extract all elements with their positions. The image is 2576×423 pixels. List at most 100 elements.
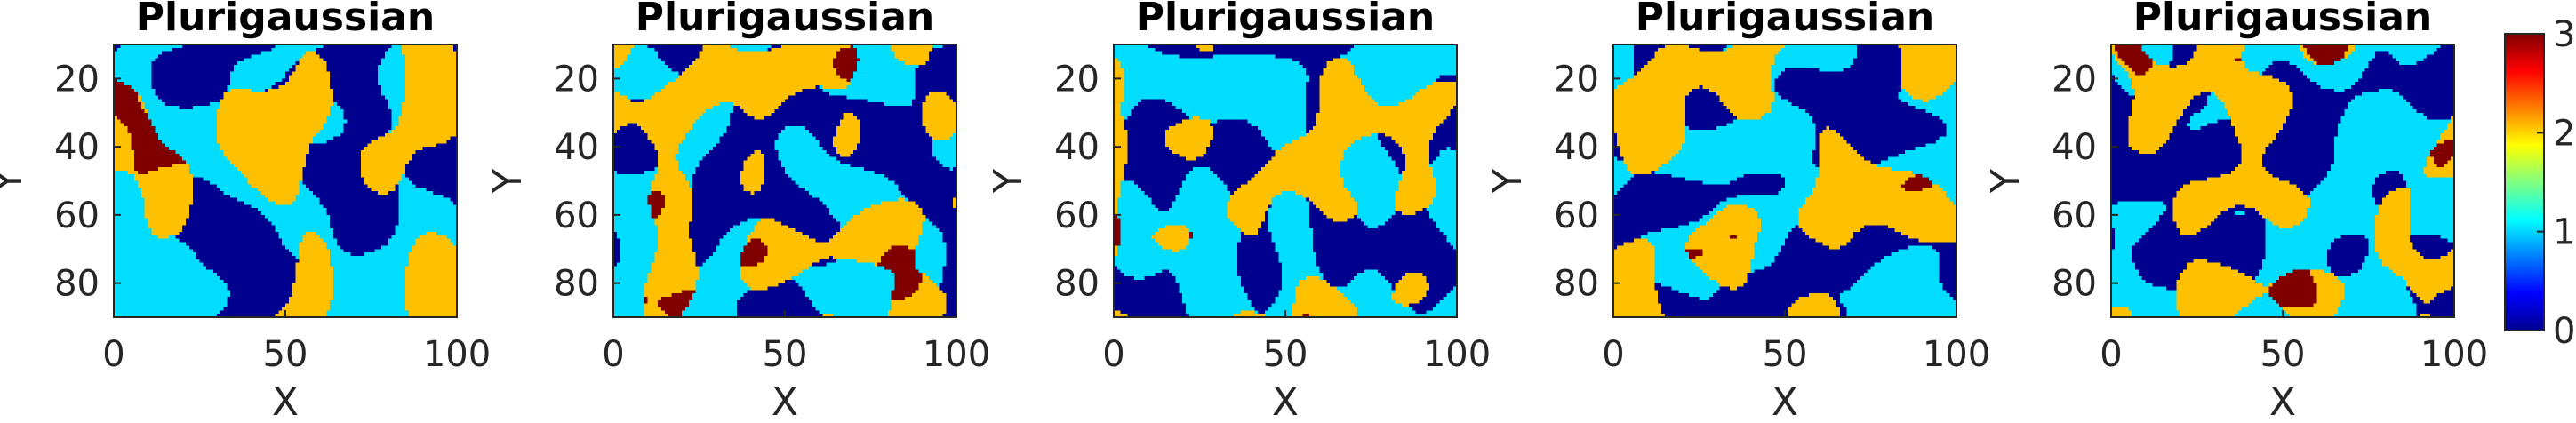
- heatmap-cell: [193, 65, 196, 68]
- heatmap-cell: [364, 58, 368, 61]
- heatmap-cell: [268, 48, 272, 52]
- heatmap-cell: [217, 65, 220, 68]
- heatmap-cell: [278, 65, 282, 68]
- heatmap-cell: [248, 65, 252, 68]
- heatmap-cell: [364, 48, 368, 52]
- heatmap-cell: [241, 58, 244, 61]
- heatmap-cell: [429, 52, 433, 55]
- heatmap-cell: [422, 61, 426, 65]
- heatmap-cell: [357, 58, 361, 61]
- heatmap-cell: [368, 58, 372, 61]
- heatmap-cell: [145, 48, 148, 52]
- heatmap-cell: [196, 58, 200, 61]
- heatmap-cell: [127, 65, 131, 68]
- heatmap-cell: [251, 55, 254, 59]
- heatmap-cell: [275, 58, 278, 61]
- heatmap-cell: [278, 48, 282, 52]
- heatmap-cell: [220, 55, 224, 59]
- heatmap-cell: [292, 55, 296, 59]
- heatmap-cell: [261, 58, 265, 61]
- heatmap-cell: [289, 61, 292, 65]
- heatmap-cell: [131, 61, 134, 65]
- heatmap-cell: [368, 48, 372, 52]
- heatmap-cell: [248, 48, 252, 52]
- heatmap-cell: [422, 52, 426, 55]
- heatmap-cell: [405, 55, 409, 59]
- heatmap-cell: [337, 52, 340, 55]
- heatmap-cell: [261, 55, 265, 59]
- heatmap-cell: [155, 65, 158, 68]
- heatmap-cell: [203, 52, 206, 55]
- heatmap-cell: [285, 65, 289, 68]
- heatmap-cell: [354, 55, 357, 59]
- heatmap-cell: [206, 65, 210, 68]
- heatmap-cell: [127, 61, 131, 65]
- heatmap-cell: [446, 58, 450, 61]
- heatmap-cell: [368, 55, 372, 59]
- heatmap-cell: [354, 58, 357, 61]
- heatmap-cell: [169, 61, 172, 65]
- heatmap-cell: [313, 61, 316, 65]
- heatmap-cell: [426, 52, 429, 55]
- heatmap-cell: [372, 58, 375, 61]
- heatmap-cell: [272, 65, 276, 68]
- heatmap-cell: [292, 61, 296, 65]
- heatmap-cell: [405, 61, 409, 65]
- heatmap-cell: [299, 48, 302, 52]
- heatmap-cell: [409, 48, 412, 52]
- heatmap-cell: [292, 52, 296, 55]
- heatmap-cell: [124, 48, 128, 52]
- heatmap-cell: [364, 52, 368, 55]
- heatmap-cell: [200, 48, 204, 52]
- heatmap-cell: [261, 48, 265, 52]
- heatmap-cell: [450, 58, 453, 61]
- heatmap-cell: [323, 48, 326, 52]
- heatmap-cell: [278, 61, 282, 65]
- heatmap-cell: [162, 55, 165, 59]
- heatmap-cell: [165, 58, 169, 61]
- heatmap-cell: [258, 65, 261, 68]
- heatmap-cell: [444, 52, 447, 55]
- heatmap-cell: [127, 52, 131, 55]
- heatmap-cell: [193, 48, 196, 52]
- heatmap-cell: [340, 52, 344, 55]
- heatmap-cell: [309, 55, 313, 59]
- heatmap-cell: [117, 48, 121, 52]
- heatmap-cell: [179, 52, 182, 55]
- heatmap-cell: [330, 55, 333, 59]
- heatmap-cell: [203, 48, 206, 52]
- heatmap-cell: [381, 55, 385, 59]
- heatmap-cell: [213, 61, 217, 65]
- heatmap-cell: [268, 52, 272, 55]
- heatmap-cell: [244, 48, 248, 52]
- heatmap-cell: [361, 48, 364, 52]
- heatmap-cell: [282, 65, 285, 68]
- heatmap-cell: [227, 58, 230, 61]
- heatmap-cell: [323, 58, 326, 61]
- heatmap-cell: [134, 61, 138, 65]
- heatmap-cell: [364, 61, 368, 65]
- heatmap-cell: [385, 58, 388, 61]
- heatmap-cell: [148, 52, 152, 55]
- heatmap-cell: [230, 65, 234, 68]
- heatmap-cell: [145, 61, 148, 65]
- heatmap-cell: [206, 52, 210, 55]
- heatmap-cell: [172, 65, 176, 68]
- heatmap-cell: [210, 52, 213, 55]
- heatmap-cell: [265, 61, 268, 65]
- heatmap-cell: [275, 52, 278, 55]
- heatmap-cell: [151, 52, 155, 55]
- heatmap-cell: [148, 55, 152, 59]
- heatmap-cell: [420, 52, 423, 55]
- heatmap-cell: [285, 48, 289, 52]
- heatmap-cell: [344, 55, 348, 59]
- heatmap-cell: [121, 55, 124, 59]
- heatmap-cell: [182, 48, 186, 52]
- heatmap-cell: [268, 58, 272, 61]
- heatmap-cell: [265, 48, 268, 52]
- heatmap-cell: [446, 52, 450, 55]
- heatmap-cell: [241, 48, 244, 52]
- heatmap-cell: [385, 52, 388, 55]
- heatmap-cell: [299, 52, 302, 55]
- heatmap-cell: [278, 58, 282, 61]
